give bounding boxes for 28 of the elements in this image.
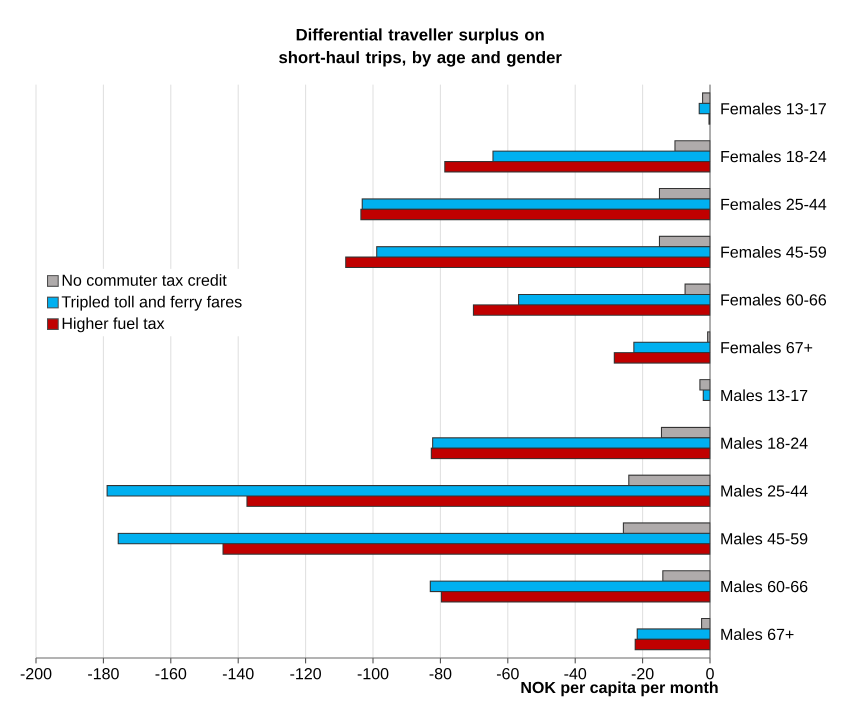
y-tick-label: Females 25-44 [721,198,826,210]
x-tick-label: -100 [358,668,388,680]
x-tick-label: 0 [706,668,714,680]
chart-title: Differential traveller surplus on short-haul trips, by age and gender [279,28,562,67]
x-tick-label: -180 [88,668,119,680]
x-tick-label: -160 [156,668,186,680]
x-tick-label: -200 [20,668,52,680]
x-tick-label: -60 [496,668,519,680]
y-tick-label: Females 67+ [721,342,812,354]
x-tick-label: -140 [222,668,254,680]
y-tick-label: Males 60-66 [721,580,808,592]
y-tick-label: Females 13-17 [721,102,826,114]
y-tick-label: Males 67+ [721,628,794,640]
legend-label: No commuter tax credit [62,274,227,286]
x-tick-label: -20 [632,668,654,680]
legend-label: Tripled toll and ferry fares [62,296,242,311]
y-tick-label: Males 18-24 [721,437,808,449]
y-tick-label: Females 60-66 [721,294,826,306]
x-axis-title: NOK per capita per month [521,681,718,696]
x-tick-label: -120 [290,668,321,680]
y-tick-label: Males 13-17 [721,389,808,402]
y-tick-label: Females 18-24 [721,150,826,162]
legend-label: Higher fuel tax [62,317,164,332]
x-tick-label: -80 [430,668,452,680]
y-tick-label: Males 45-59 [721,532,808,544]
x-tick-label: -40 [564,668,586,680]
y-tick-label: Males 25-44 [721,484,808,497]
y-tick-label: Females 45-59 [721,246,826,258]
